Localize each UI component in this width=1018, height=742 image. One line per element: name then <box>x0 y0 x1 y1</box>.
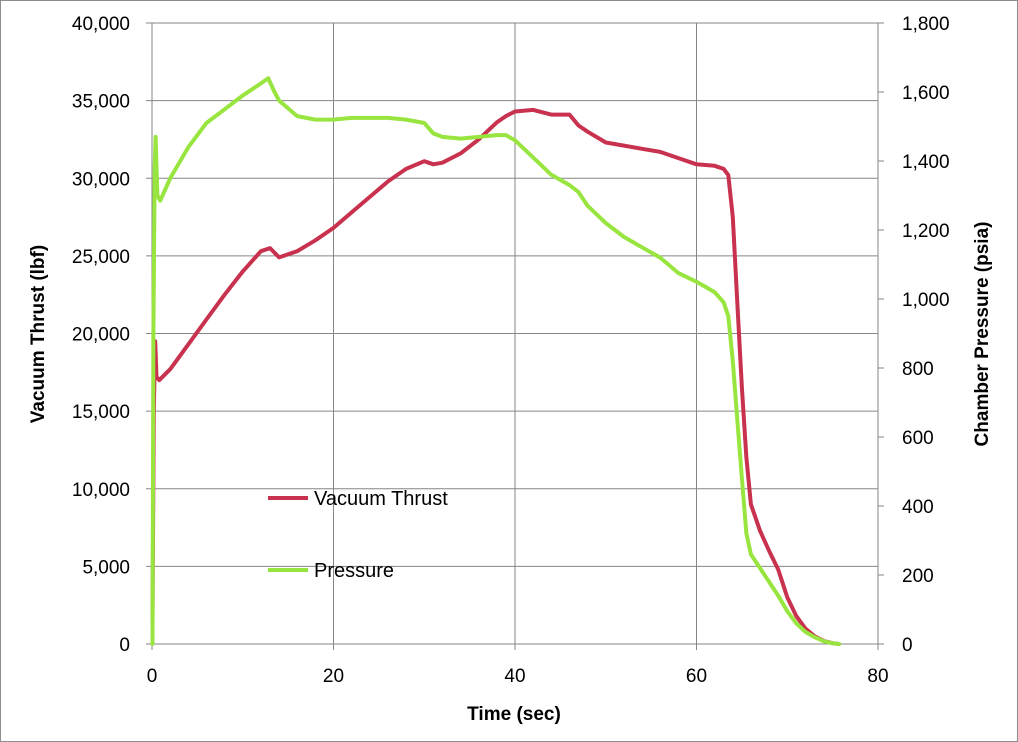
legend-label-vacuum-thrust: Vacuum Thrust <box>314 488 448 510</box>
series-line-pressure <box>150 76 841 646</box>
x-tick-label: 20 <box>323 666 344 687</box>
series-lines <box>150 76 841 646</box>
x-tick-label: 80 <box>867 666 888 687</box>
y2-tick-label: 1,400 <box>902 152 950 173</box>
y-tick-label: 40,000 <box>72 14 130 35</box>
x-tick-label: 0 <box>147 666 158 687</box>
y2-tick-label: 1,200 <box>902 221 950 242</box>
y2-tick-label: 1,600 <box>902 83 950 104</box>
legend: Vacuum Thrust Pressure <box>268 488 448 582</box>
y-tick-label: 5,000 <box>82 557 130 578</box>
y-tick-label: 0 <box>119 635 130 656</box>
y-tick-label: 30,000 <box>72 169 130 190</box>
y2-axis-title: Chamber Pressure (psia) <box>972 222 993 447</box>
x-tick-label: 60 <box>686 666 707 687</box>
tick-labels: 0 5,000 10,000 15,000 20,000 25,000 30,000 35,0… <box>72 14 950 687</box>
series-line-vacuum-thrust <box>150 107 841 646</box>
y2-tick-label: 200 <box>902 566 934 587</box>
y-tick-label: 25,000 <box>72 247 130 268</box>
legend-label-pressure: Pressure <box>314 560 394 582</box>
y-tick-label: 20,000 <box>72 325 130 346</box>
y2-tick-label: 400 <box>902 497 934 518</box>
x-tick-label: 40 <box>504 666 525 687</box>
y-tick-label: 10,000 <box>72 480 130 501</box>
y2-tick-label: 600 <box>902 428 934 449</box>
x-axis-title: Time (sec) <box>467 704 561 725</box>
y2-tick-label: 1,000 <box>902 290 950 311</box>
y-tick-label: 15,000 <box>72 402 130 423</box>
y-axis-title: Vacuum Thrust (lbf) <box>28 245 49 423</box>
y2-tick-label: 0 <box>902 635 913 656</box>
y2-tick-label: 1,800 <box>902 14 950 35</box>
y2-tick-label: 800 <box>902 359 934 380</box>
y-tick-label: 35,000 <box>72 92 130 113</box>
